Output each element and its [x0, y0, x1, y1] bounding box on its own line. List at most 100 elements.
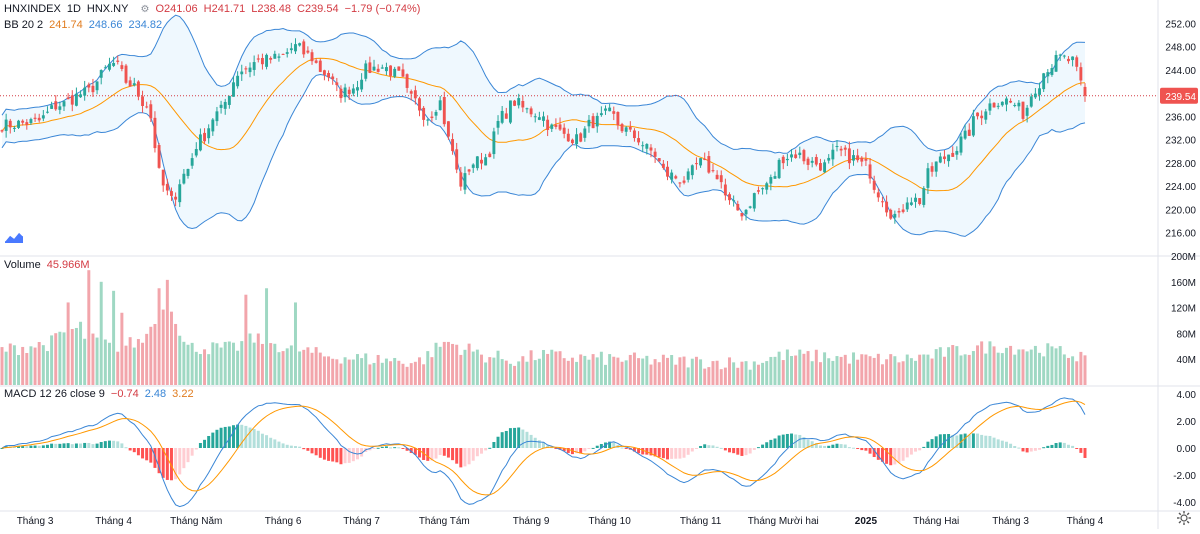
candle-body: [756, 190, 760, 192]
macd-name[interactable]: MACD 12 26 close 9: [4, 388, 105, 400]
price-tick-label: 252.00: [1165, 19, 1196, 30]
volume-bar: [25, 352, 29, 385]
volume-bar: [174, 323, 178, 385]
volume-bar: [748, 369, 752, 385]
candle-body: [645, 144, 649, 149]
volume-bar: [864, 354, 868, 385]
macd-hist-bar: [963, 433, 967, 448]
candle-body: [1021, 101, 1025, 119]
candle-body: [537, 117, 541, 120]
volume-bar: [343, 357, 347, 385]
legend-gear-icon[interactable]: ⚙: [140, 4, 150, 15]
macd-hist-bar: [901, 448, 905, 461]
candle-body: [347, 89, 351, 95]
candle-body: [980, 115, 984, 119]
volume-bar: [934, 349, 938, 385]
tradingview-logo-icon[interactable]: [4, 230, 24, 244]
macd-hist-bar: [947, 434, 951, 448]
volume-bar: [517, 361, 521, 385]
candle-body: [943, 156, 946, 160]
candle-body: [289, 48, 293, 51]
candle-body: [112, 63, 116, 66]
candle-body: [699, 158, 703, 166]
macd-hist-bar: [281, 443, 285, 448]
candle-body: [781, 156, 785, 164]
volume-name[interactable]: Volume: [4, 259, 41, 271]
candle-body: [99, 70, 103, 78]
candle-body: [285, 52, 289, 54]
candle-body: [529, 108, 533, 115]
macd-hist-bar: [802, 437, 806, 448]
open-value: O241.06: [155, 3, 198, 15]
volume-bar: [207, 354, 211, 385]
macd-hist-bar: [33, 445, 37, 448]
volume-bar: [401, 363, 405, 385]
candle-body: [1000, 101, 1004, 106]
macd-legend[interactable]: MACD 12 26 close 9 −0.74 2.48 3.22: [4, 388, 200, 400]
candle-body: [641, 145, 645, 147]
volume-bar: [761, 362, 765, 385]
volume-bar: [190, 342, 194, 385]
volume-legend[interactable]: Volume 45.966M: [4, 259, 96, 271]
candle-body: [376, 68, 380, 72]
macd-hist-bar: [1000, 440, 1004, 448]
volume-bar: [756, 364, 760, 385]
macd-line-value: 2.48: [144, 388, 167, 400]
volume-bar: [558, 351, 562, 385]
volume-tick-label: 40M: [1177, 355, 1196, 366]
volume-bar: [513, 365, 517, 385]
volume-bar: [649, 364, 653, 385]
volume-bar: [186, 344, 190, 385]
bollinger-legend[interactable]: BB 20 2 241.74 248.66 234.82: [4, 19, 168, 31]
macd-hist-bar: [1075, 448, 1079, 449]
volume-bar: [876, 353, 880, 385]
symbol-name[interactable]: HNXINDEX: [4, 3, 61, 15]
symbol-exchange[interactable]: HNX.NY: [86, 3, 129, 15]
candle-body: [467, 169, 471, 172]
candle-body: [480, 159, 483, 164]
settings-gear-icon[interactable]: [1176, 510, 1192, 526]
macd-hist-bar: [331, 448, 335, 462]
macd-hist-bar: [1054, 442, 1058, 448]
candle-body: [475, 156, 479, 169]
volume-bar: [546, 353, 550, 385]
volume-bar: [244, 294, 248, 385]
macd-hist-bar: [240, 424, 244, 448]
macd-hist-bar: [756, 447, 760, 449]
macd-hist-bar: [54, 443, 58, 448]
macd-hist-bar: [492, 442, 496, 448]
macd-hist-bar: [872, 448, 876, 458]
candle-body: [591, 116, 595, 129]
volume-bar: [942, 356, 946, 385]
candle-body: [761, 188, 765, 190]
volume-bar: [380, 362, 384, 385]
candle-body: [736, 203, 740, 211]
candle-body: [1071, 56, 1075, 61]
time-tick-label: Tháng 7: [343, 516, 380, 527]
candle-body: [620, 124, 624, 132]
volume-bar: [50, 335, 54, 385]
candle-body: [1079, 67, 1083, 81]
macd-hist-bar: [744, 448, 748, 456]
candle-body: [95, 81, 99, 91]
volume-bar: [252, 342, 256, 385]
symbol-legend[interactable]: HNXINDEX 1D HNX.NY ⚙ O241.06 H241.71 L238.48 C2…: [4, 3, 426, 15]
macd-hist-bar: [327, 448, 331, 461]
macd-hist-bar: [1004, 441, 1008, 448]
volume-bar: [149, 326, 153, 385]
candle-body: [4, 119, 8, 131]
macd-tick-label: 4.00: [1177, 390, 1197, 401]
macd-hist-bar: [732, 448, 736, 454]
bb-name[interactable]: BB 20 2: [4, 19, 44, 31]
candle-body: [136, 81, 140, 97]
volume-bar: [302, 349, 306, 385]
volume-bar: [1058, 346, 1062, 385]
macd-hist-bar: [401, 448, 405, 449]
candle-body: [823, 162, 827, 173]
macd-hist-bar: [591, 447, 595, 449]
macd-hist-bar: [161, 448, 165, 478]
macd-hist-bar: [930, 439, 934, 448]
symbol-interval[interactable]: 1D: [66, 3, 81, 15]
candle-body: [492, 131, 496, 155]
